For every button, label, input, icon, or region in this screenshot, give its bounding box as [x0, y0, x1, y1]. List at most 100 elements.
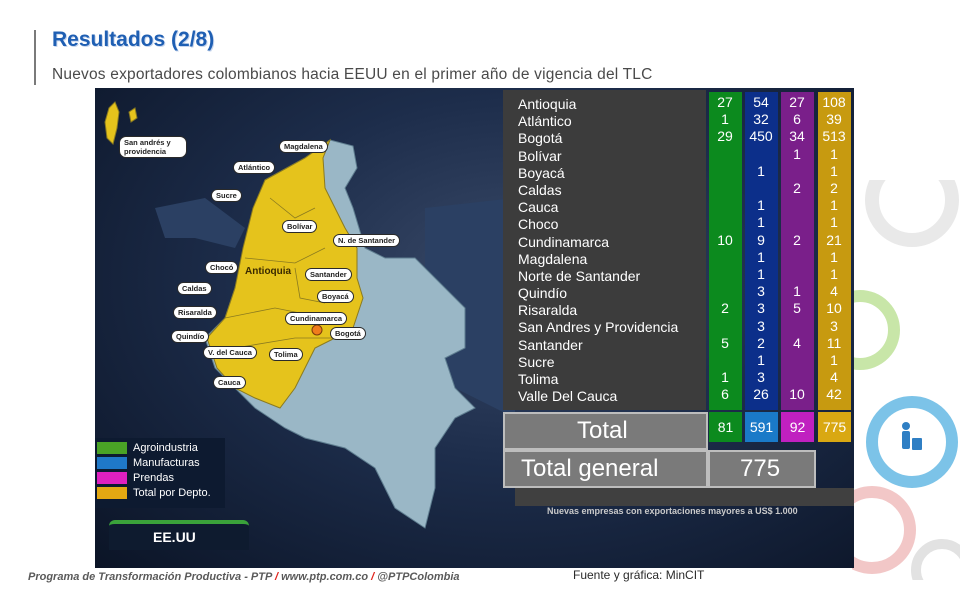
department-name: Sucre: [518, 353, 555, 370]
value-agro: [707, 197, 743, 214]
value-manu: 2: [757, 334, 765, 351]
value-manu: 1: [757, 162, 765, 179]
total-general-label: Total general: [503, 450, 708, 488]
value-manu: 1: [757, 266, 765, 282]
value-pren: [779, 266, 815, 283]
value-total: 1: [830, 145, 838, 162]
table-note: Nuevas empresas con exportaciones mayore…: [547, 506, 798, 516]
legend-label: Prendas: [133, 471, 174, 484]
value-total: 42: [826, 386, 842, 403]
legend-item-prendas: Prendas: [97, 471, 174, 484]
value-manu: 1: [757, 352, 765, 368]
gear-icon: [852, 486, 916, 574]
department-panel: [503, 90, 706, 410]
value-manu: [743, 146, 779, 163]
map-label-cauca: Cauca: [213, 376, 246, 389]
total-general-value-box: 775: [708, 450, 816, 488]
value-manu: 26: [753, 386, 769, 403]
value-agro: [707, 249, 743, 266]
department-name: Magdalena: [518, 250, 588, 267]
value-manu: 32: [753, 111, 769, 128]
footer-handle[interactable]: @PTPColombia: [377, 571, 460, 583]
value-manu: 3: [757, 369, 765, 386]
value-agro: [707, 283, 743, 300]
total-general-text: Total general: [521, 455, 659, 482]
total-general-value: 775: [740, 455, 781, 482]
map-label-antioquia: Antioquia: [245, 266, 292, 277]
total-agro: 81: [709, 412, 742, 442]
value-manu: 1: [757, 248, 765, 265]
gear-icon: [866, 396, 958, 488]
page-subtitle: Nuevos exportadores colombianos hacia EE…: [52, 66, 653, 83]
value-pren: 34: [789, 128, 805, 145]
value-agro: 27: [717, 94, 733, 110]
footer-url[interactable]: www.ptp.com.co: [281, 571, 369, 583]
map-label-n-santander: N. de Santander: [333, 234, 401, 247]
legend-label: Manufacturas: [133, 456, 200, 469]
note-bar: [515, 488, 854, 506]
department-name: Tolima: [518, 371, 559, 387]
value-pren: 10: [789, 386, 805, 403]
value-total: 513: [822, 128, 846, 145]
value-manu: 9: [757, 231, 765, 248]
value-pren: 2: [793, 231, 801, 248]
department-list: Antioquia Atlántico Bogotá Bolívar Boyacá Cal…: [518, 96, 678, 405]
neighbor-land: [425, 198, 515, 418]
value-agro: [707, 146, 743, 163]
san-andres-island: [104, 101, 120, 145]
department-name: Quindío: [518, 285, 568, 302]
map-label-caldas: Caldas: [177, 282, 212, 295]
value-pren: [779, 214, 815, 231]
value-pren: 27: [789, 94, 805, 110]
source-credit: Fuente y gráfica: MinCIT: [573, 568, 705, 582]
total-row-label: Total: [503, 412, 708, 450]
map-label-magdalena: Magdalena: [279, 140, 328, 153]
department-name: Boyacá: [518, 164, 565, 181]
value-total: 4: [830, 369, 838, 386]
value-agro: 29: [717, 128, 733, 145]
map-label-tolima: Tolima: [269, 348, 303, 361]
country-tab-eeuu[interactable]: EE.UU: [109, 520, 249, 550]
value-pren: 4: [793, 334, 801, 351]
legend-swatch: [97, 441, 127, 454]
value-pren: 6: [793, 111, 801, 128]
value-total: 1: [830, 162, 838, 179]
value-agro: [707, 180, 743, 197]
legend-item-agroindustria: Agroindustria: [97, 441, 198, 454]
value-pren: 2: [793, 180, 801, 196]
page-title: Resultados (2/8): [52, 28, 215, 51]
department-name: Valle Del Cauca: [518, 388, 618, 405]
value-total: 21: [826, 231, 842, 248]
department-name: Atlántico: [518, 113, 572, 130]
department-name: Bolívar: [518, 147, 562, 164]
map-label-santander: Santander: [305, 268, 352, 281]
traveler-icon: [888, 418, 936, 466]
legend-swatch: [97, 471, 127, 484]
value-agro: 10: [717, 231, 733, 248]
value-manu: [743, 180, 779, 197]
value-agro: [707, 214, 743, 231]
map-label-valle: V. del Cauca: [203, 346, 257, 359]
map-label-san-andres: San andrés y providencia: [119, 136, 187, 158]
map-label-risaralda: Risaralda: [173, 306, 217, 319]
providencia-island: [128, 107, 138, 123]
map-label-atlantico: Atlántico: [233, 161, 276, 174]
value-pren: [779, 197, 815, 214]
value-manu: 1: [757, 214, 765, 231]
column-total: [818, 92, 851, 410]
value-total: 108: [822, 94, 846, 110]
map-label-bolivar: Bolívar: [282, 220, 318, 233]
department-name: Norte de Santander: [518, 267, 641, 284]
value-total: 1: [830, 197, 838, 214]
value-agro: 1: [721, 369, 729, 386]
value-pren: [779, 352, 815, 369]
department-name: Cundinamarca: [518, 233, 610, 250]
legend-item-manufacturas: Manufacturas: [97, 456, 200, 469]
value-agro: 6: [721, 386, 729, 403]
value-total: 4: [830, 283, 838, 300]
gear-icon: [865, 180, 959, 247]
map-label-choco: Chocó: [205, 261, 239, 274]
value-agro: [707, 352, 743, 369]
value-manu: 3: [757, 317, 765, 334]
value-agro: 1: [721, 111, 729, 128]
